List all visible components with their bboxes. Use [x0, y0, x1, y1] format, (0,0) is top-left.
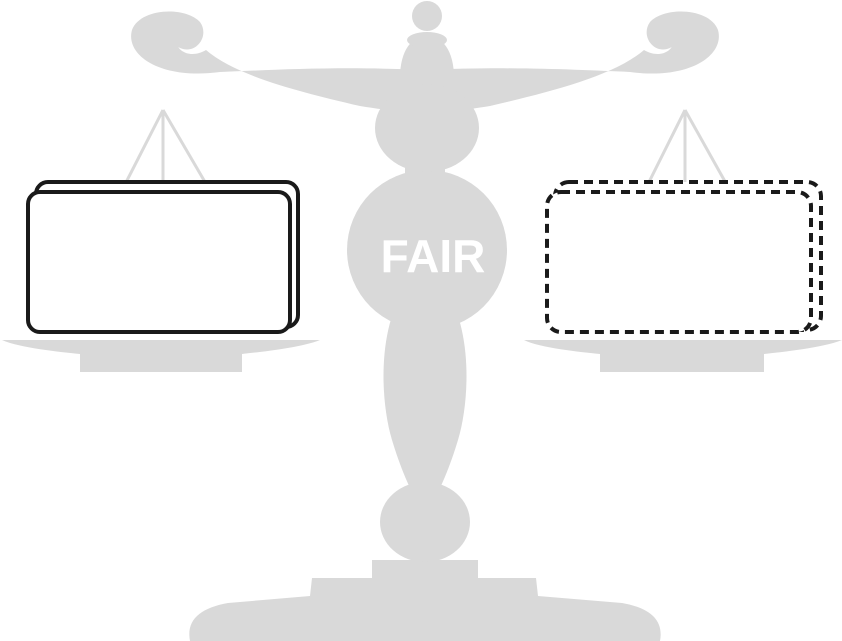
scale-lower-knob: [380, 482, 470, 562]
right-box-front: [545, 190, 813, 334]
right-box: [545, 180, 823, 334]
right-string: [646, 109, 687, 185]
fair-label: FAIR: [381, 230, 486, 282]
scale-finial-top: [412, 1, 442, 31]
scale-finial-collar: [407, 32, 447, 48]
scale-finial: [400, 36, 454, 78]
scale-left-pan: [2, 340, 320, 372]
left-box-front: [26, 190, 292, 334]
scale-column: [383, 290, 467, 488]
scale-center-medallion: [347, 170, 507, 330]
scale-right-pan: [524, 340, 842, 372]
left-string: [161, 109, 207, 183]
scale-hub: [375, 84, 479, 172]
scale-base: [189, 560, 661, 641]
left-box: [26, 180, 300, 334]
